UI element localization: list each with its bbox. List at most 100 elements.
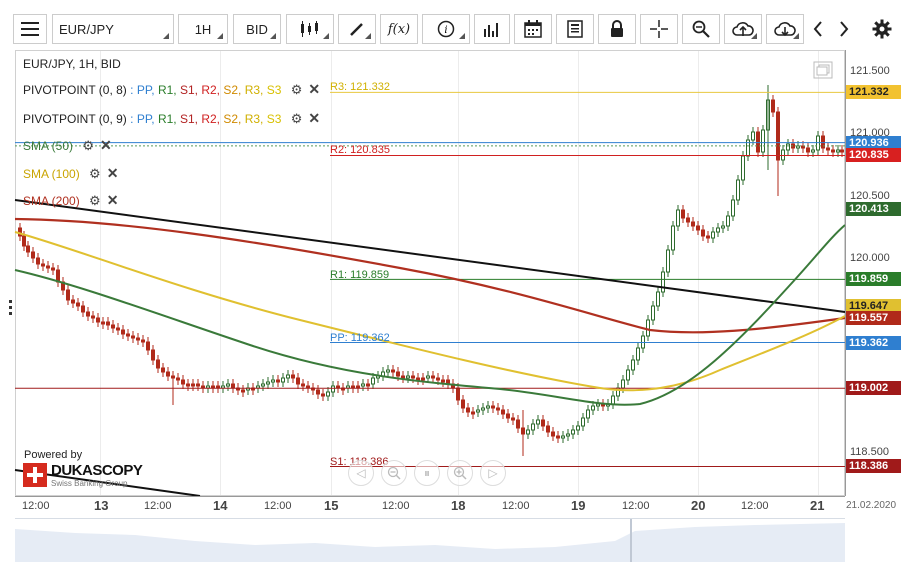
price-side-select[interactable]: BID bbox=[233, 14, 281, 44]
candle-body bbox=[301, 383, 305, 387]
time-label: 12:00 bbox=[22, 500, 50, 512]
pivot1-items: : PP, R1, S1, R2, S2, R3, S3 bbox=[130, 83, 281, 97]
candle-body bbox=[436, 377, 440, 381]
zoom-button[interactable] bbox=[682, 14, 720, 44]
candle-body bbox=[266, 381, 270, 385]
time-label: 12:00 bbox=[144, 500, 172, 512]
candle-body bbox=[596, 403, 600, 407]
candle-body bbox=[291, 374, 295, 379]
brand-tagline: Swiss Banking Group bbox=[51, 479, 128, 488]
pause-button[interactable]: ⏸ bbox=[414, 460, 440, 486]
candle-body bbox=[286, 374, 290, 379]
zoom-icon bbox=[692, 20, 710, 38]
zoom-out-button[interactable] bbox=[381, 460, 407, 486]
candle-body bbox=[296, 377, 300, 385]
time-label: 20 bbox=[691, 498, 706, 513]
candle-body bbox=[211, 385, 215, 389]
candle-body bbox=[196, 383, 200, 387]
mini-navigator[interactable] bbox=[15, 518, 845, 562]
indicators-button[interactable]: f(x) bbox=[380, 14, 418, 44]
pivot-item: S2, bbox=[220, 83, 242, 97]
candle-body bbox=[566, 433, 570, 437]
candle-body bbox=[466, 407, 470, 413]
sma50-close-icon[interactable]: ✕ bbox=[100, 137, 112, 153]
info-button[interactable]: i bbox=[422, 14, 470, 44]
pivot2-settings-icon[interactable]: ⚙ bbox=[290, 111, 303, 126]
fullscreen-icon[interactable] bbox=[813, 61, 833, 79]
sma50-settings-icon[interactable]: ⚙ bbox=[82, 138, 95, 153]
candle-body bbox=[741, 155, 745, 181]
menu-button[interactable] bbox=[13, 14, 47, 44]
sma100-settings-icon[interactable]: ⚙ bbox=[89, 166, 101, 181]
pivot2-close-icon[interactable]: ✕ bbox=[308, 110, 321, 126]
swiss-flag-icon bbox=[23, 463, 47, 487]
sma50-line bbox=[14, 224, 846, 406]
upload-button[interactable] bbox=[724, 14, 762, 44]
candle-body bbox=[41, 263, 45, 267]
drag-handle-icon[interactable] bbox=[8, 298, 14, 318]
candle-body bbox=[531, 423, 535, 431]
candle-body bbox=[106, 321, 110, 326]
lock-button[interactable] bbox=[598, 14, 636, 44]
gear-icon bbox=[872, 19, 892, 39]
candle-body bbox=[386, 369, 390, 373]
candle-body bbox=[431, 375, 435, 379]
scroll-right-button[interactable] bbox=[832, 14, 856, 44]
candle-body bbox=[840, 149, 844, 153]
report-button[interactable] bbox=[556, 14, 594, 44]
candle-body bbox=[496, 407, 500, 411]
chart-type-button[interactable] bbox=[286, 14, 334, 44]
nav-back-button[interactable]: ◁ bbox=[348, 460, 374, 486]
toolbar: EUR/JPY 1H BID f(x) i bbox=[0, 0, 905, 46]
sma200-label: SMA (200) bbox=[23, 194, 80, 208]
sma50-legend: SMA (50) ⚙ ✕ bbox=[23, 137, 112, 154]
candle-body bbox=[686, 217, 690, 223]
candle-body bbox=[551, 431, 555, 437]
candle-body bbox=[306, 385, 310, 389]
symbol-select[interactable]: EUR/JPY bbox=[52, 14, 174, 44]
sma100-close-icon[interactable]: ✕ bbox=[106, 165, 119, 181]
candle-body bbox=[241, 389, 245, 393]
candle-body bbox=[621, 379, 625, 389]
candles-icon bbox=[301, 21, 318, 37]
timeframe-value: 1H bbox=[194, 21, 212, 37]
draw-tool-button[interactable] bbox=[338, 14, 376, 44]
candle-body bbox=[756, 131, 760, 153]
crosshair-button[interactable] bbox=[640, 14, 678, 44]
settings-button[interactable] bbox=[866, 14, 898, 44]
candle-body bbox=[641, 335, 645, 349]
timeframe-select[interactable]: 1H bbox=[178, 14, 228, 44]
sma200-line bbox=[14, 217, 846, 334]
candle-body bbox=[761, 129, 765, 153]
candle-body bbox=[126, 333, 130, 337]
candle-body bbox=[351, 385, 355, 389]
sma200-close-icon[interactable]: ✕ bbox=[106, 192, 119, 208]
calendar-button[interactable] bbox=[514, 14, 552, 44]
fx-icon: f(x) bbox=[387, 21, 411, 37]
candles bbox=[18, 85, 844, 456]
volume-button[interactable] bbox=[474, 14, 510, 44]
sma200-settings-icon[interactable]: ⚙ bbox=[89, 193, 101, 208]
candle-body bbox=[151, 349, 155, 361]
candle-body bbox=[31, 251, 35, 259]
candle-body bbox=[166, 371, 170, 377]
price-tag: 121.332 bbox=[846, 85, 901, 100]
candle-body bbox=[91, 315, 95, 319]
download-button[interactable] bbox=[766, 14, 804, 44]
candle-body bbox=[646, 319, 650, 337]
price-tick: 118.500 bbox=[850, 446, 889, 458]
time-label: 21.02.2020 bbox=[846, 500, 897, 511]
zoom-in-button[interactable] bbox=[447, 460, 473, 486]
sma200-legend: SMA (200) ⚙ ✕ bbox=[23, 192, 118, 209]
pivot1-close-icon[interactable]: ✕ bbox=[308, 81, 321, 97]
scroll-left-button[interactable] bbox=[806, 14, 830, 44]
pivot1-settings-icon[interactable]: ⚙ bbox=[290, 82, 303, 97]
price-tag: 119.647 bbox=[846, 299, 901, 314]
candle-body bbox=[571, 429, 575, 435]
price-tick: 121.500 bbox=[850, 65, 890, 77]
pivot2-legend: PIVOTPOINT (0, 9) : PP, R1, S1, R2, S2, … bbox=[23, 110, 320, 127]
chart-navigation: ◁ ⏸ ▷ bbox=[348, 460, 513, 490]
nav-forward-button[interactable]: ▷ bbox=[480, 460, 506, 486]
candle-body bbox=[346, 385, 350, 389]
